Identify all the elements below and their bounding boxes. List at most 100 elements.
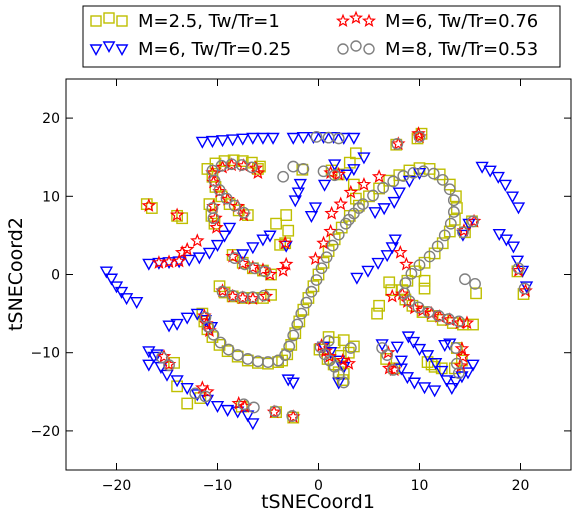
data-point <box>412 301 425 314</box>
x-axis-label: tSNECoord1 <box>261 491 375 513</box>
data-point <box>328 169 341 182</box>
data-point <box>510 255 525 268</box>
data-point <box>316 132 331 145</box>
data-point <box>412 343 427 356</box>
data-point <box>429 358 443 371</box>
data-point <box>405 267 418 280</box>
data-point <box>417 382 432 395</box>
data-point <box>246 291 259 304</box>
data-point <box>376 342 389 354</box>
data-point <box>356 176 372 191</box>
data-point <box>228 199 241 212</box>
data-point <box>169 207 185 222</box>
data-point <box>237 206 250 219</box>
data-point <box>418 274 431 287</box>
data-point <box>237 398 250 411</box>
data-point <box>245 161 258 174</box>
legend-box <box>82 5 561 68</box>
data-point <box>447 194 460 207</box>
x-tick-label: −20 <box>102 478 132 494</box>
data-point <box>277 235 293 250</box>
data-point <box>238 258 251 271</box>
data-point <box>228 252 241 264</box>
data-point <box>295 307 308 320</box>
legend-marker <box>103 12 115 24</box>
data-point <box>332 132 345 145</box>
data-point <box>373 182 385 195</box>
data-point <box>200 394 215 407</box>
data-point <box>388 234 402 247</box>
legend-entry: M=8, Tw/Tr=0.53 <box>337 39 538 60</box>
data-point <box>443 183 456 196</box>
data-point <box>287 160 300 173</box>
data-point <box>347 178 360 191</box>
data-point <box>331 166 346 181</box>
data-point <box>435 365 449 378</box>
y-tick-label: 20 <box>42 111 60 127</box>
data-point <box>224 157 239 172</box>
data-point <box>281 374 295 387</box>
data-point <box>347 132 361 145</box>
data-point <box>498 179 512 192</box>
data-point <box>452 367 465 379</box>
data-point <box>317 179 332 192</box>
legend-marker <box>361 13 377 27</box>
data-point <box>310 130 323 143</box>
data-point <box>114 286 129 299</box>
y-tick-label: 0 <box>51 268 60 284</box>
data-point <box>258 289 270 302</box>
data-point <box>375 339 389 352</box>
data-point <box>415 302 430 317</box>
data-point <box>314 341 327 354</box>
data-point <box>411 126 426 140</box>
data-point <box>427 167 440 180</box>
data-point <box>371 257 385 270</box>
data-point <box>390 341 404 354</box>
data-point <box>200 384 215 398</box>
data-point <box>457 226 469 239</box>
data-point <box>215 135 230 148</box>
data-point <box>445 383 459 396</box>
data-point <box>283 340 296 353</box>
data-point <box>222 222 237 235</box>
x-tick-label: 0 <box>314 478 323 494</box>
data-point <box>357 198 369 211</box>
data-point <box>225 248 240 263</box>
y-axis-label: tSNECoord2 <box>5 217 27 331</box>
data-point <box>491 171 505 184</box>
legend-marker <box>102 41 116 53</box>
data-point <box>205 135 220 148</box>
data-point <box>318 343 333 358</box>
legend-marker <box>350 40 362 52</box>
data-point <box>447 206 460 218</box>
data-point <box>161 254 177 269</box>
series-2 <box>99 132 534 431</box>
legend-marker <box>90 15 102 27</box>
y-tick-label: 10 <box>42 189 60 205</box>
data-point <box>347 164 361 177</box>
data-point <box>246 242 260 255</box>
data-point <box>449 342 462 354</box>
data-point <box>395 286 410 301</box>
data-point <box>282 224 295 237</box>
data-point <box>171 380 183 393</box>
data-point <box>454 341 470 355</box>
data-point <box>512 262 525 275</box>
data-point <box>367 189 379 202</box>
data-point <box>212 183 227 198</box>
data-point <box>293 315 306 328</box>
data-point <box>208 174 221 187</box>
data-point <box>293 178 307 191</box>
data-point <box>99 266 114 279</box>
data-point <box>226 134 240 147</box>
data-point <box>385 284 398 297</box>
data-point <box>195 380 210 395</box>
data-point <box>406 336 421 349</box>
data-point <box>452 315 465 328</box>
data-point <box>413 259 426 272</box>
data-point <box>423 250 436 263</box>
data-point <box>256 132 270 145</box>
data-point <box>450 202 463 214</box>
data-point <box>310 274 323 286</box>
